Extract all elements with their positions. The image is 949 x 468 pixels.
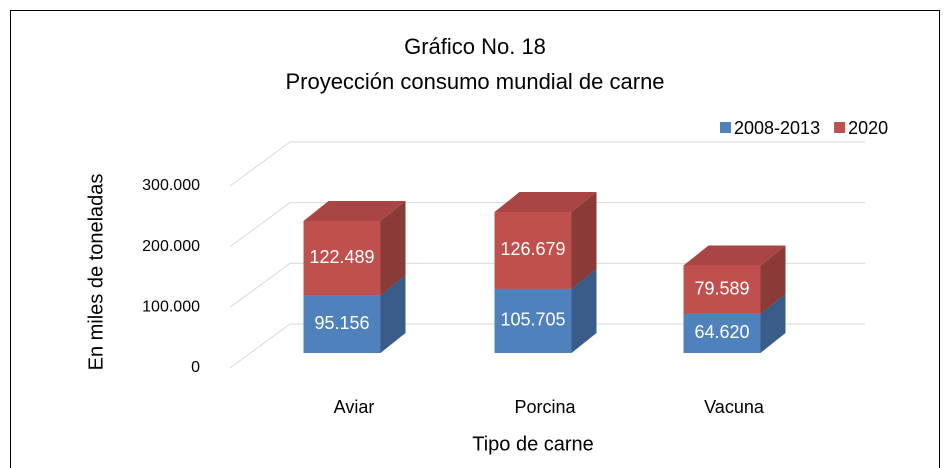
data-label: 64.620 <box>694 322 749 342</box>
legend-swatch <box>834 122 846 133</box>
x-axis-title: Tipo de carne <box>472 433 594 455</box>
bar-top <box>303 200 406 221</box>
bar <box>303 220 381 296</box>
bar <box>683 313 761 353</box>
bar-side <box>380 200 406 296</box>
chart-subtitle: Proyección consumo mundial de carne <box>285 69 664 94</box>
legend-swatch <box>720 122 731 133</box>
bar-side <box>760 293 786 353</box>
x-tick-label: Aviar <box>334 397 375 417</box>
bar <box>494 288 572 353</box>
chart-title: Gráfico No. 18 <box>404 34 546 59</box>
bar-side <box>571 192 597 289</box>
data-label: 79.589 <box>694 278 749 298</box>
bar-top <box>494 192 597 213</box>
y-tick-label: 200.000 <box>142 238 200 255</box>
data-label: 122.489 <box>309 247 374 267</box>
legend-label: 2020 <box>848 118 888 138</box>
chart-border <box>10 10 940 468</box>
y-tick-label: 0 <box>191 359 200 376</box>
bar-side <box>380 275 406 353</box>
bar-side <box>571 268 597 353</box>
bar <box>494 212 572 289</box>
grid-line <box>229 323 865 369</box>
bar-top <box>683 245 786 266</box>
data-label: 105.705 <box>500 310 565 330</box>
y-axis-title: En miles de toneladas <box>85 174 107 371</box>
y-tick-label: 100.000 <box>142 299 200 316</box>
data-label: 95.156 <box>314 313 369 333</box>
bar <box>303 295 381 353</box>
legend-label: 2008-2013 <box>734 118 820 138</box>
y-tick-label: 300.000 <box>142 177 200 194</box>
x-tick-label: Porcina <box>514 397 576 417</box>
bar-side <box>760 245 786 314</box>
data-label: 126.679 <box>500 239 565 259</box>
x-tick-label: Vacuna <box>704 397 765 417</box>
grid-line <box>229 141 865 187</box>
bar <box>683 265 761 314</box>
grid-line <box>229 262 865 308</box>
grid-line <box>229 202 865 248</box>
